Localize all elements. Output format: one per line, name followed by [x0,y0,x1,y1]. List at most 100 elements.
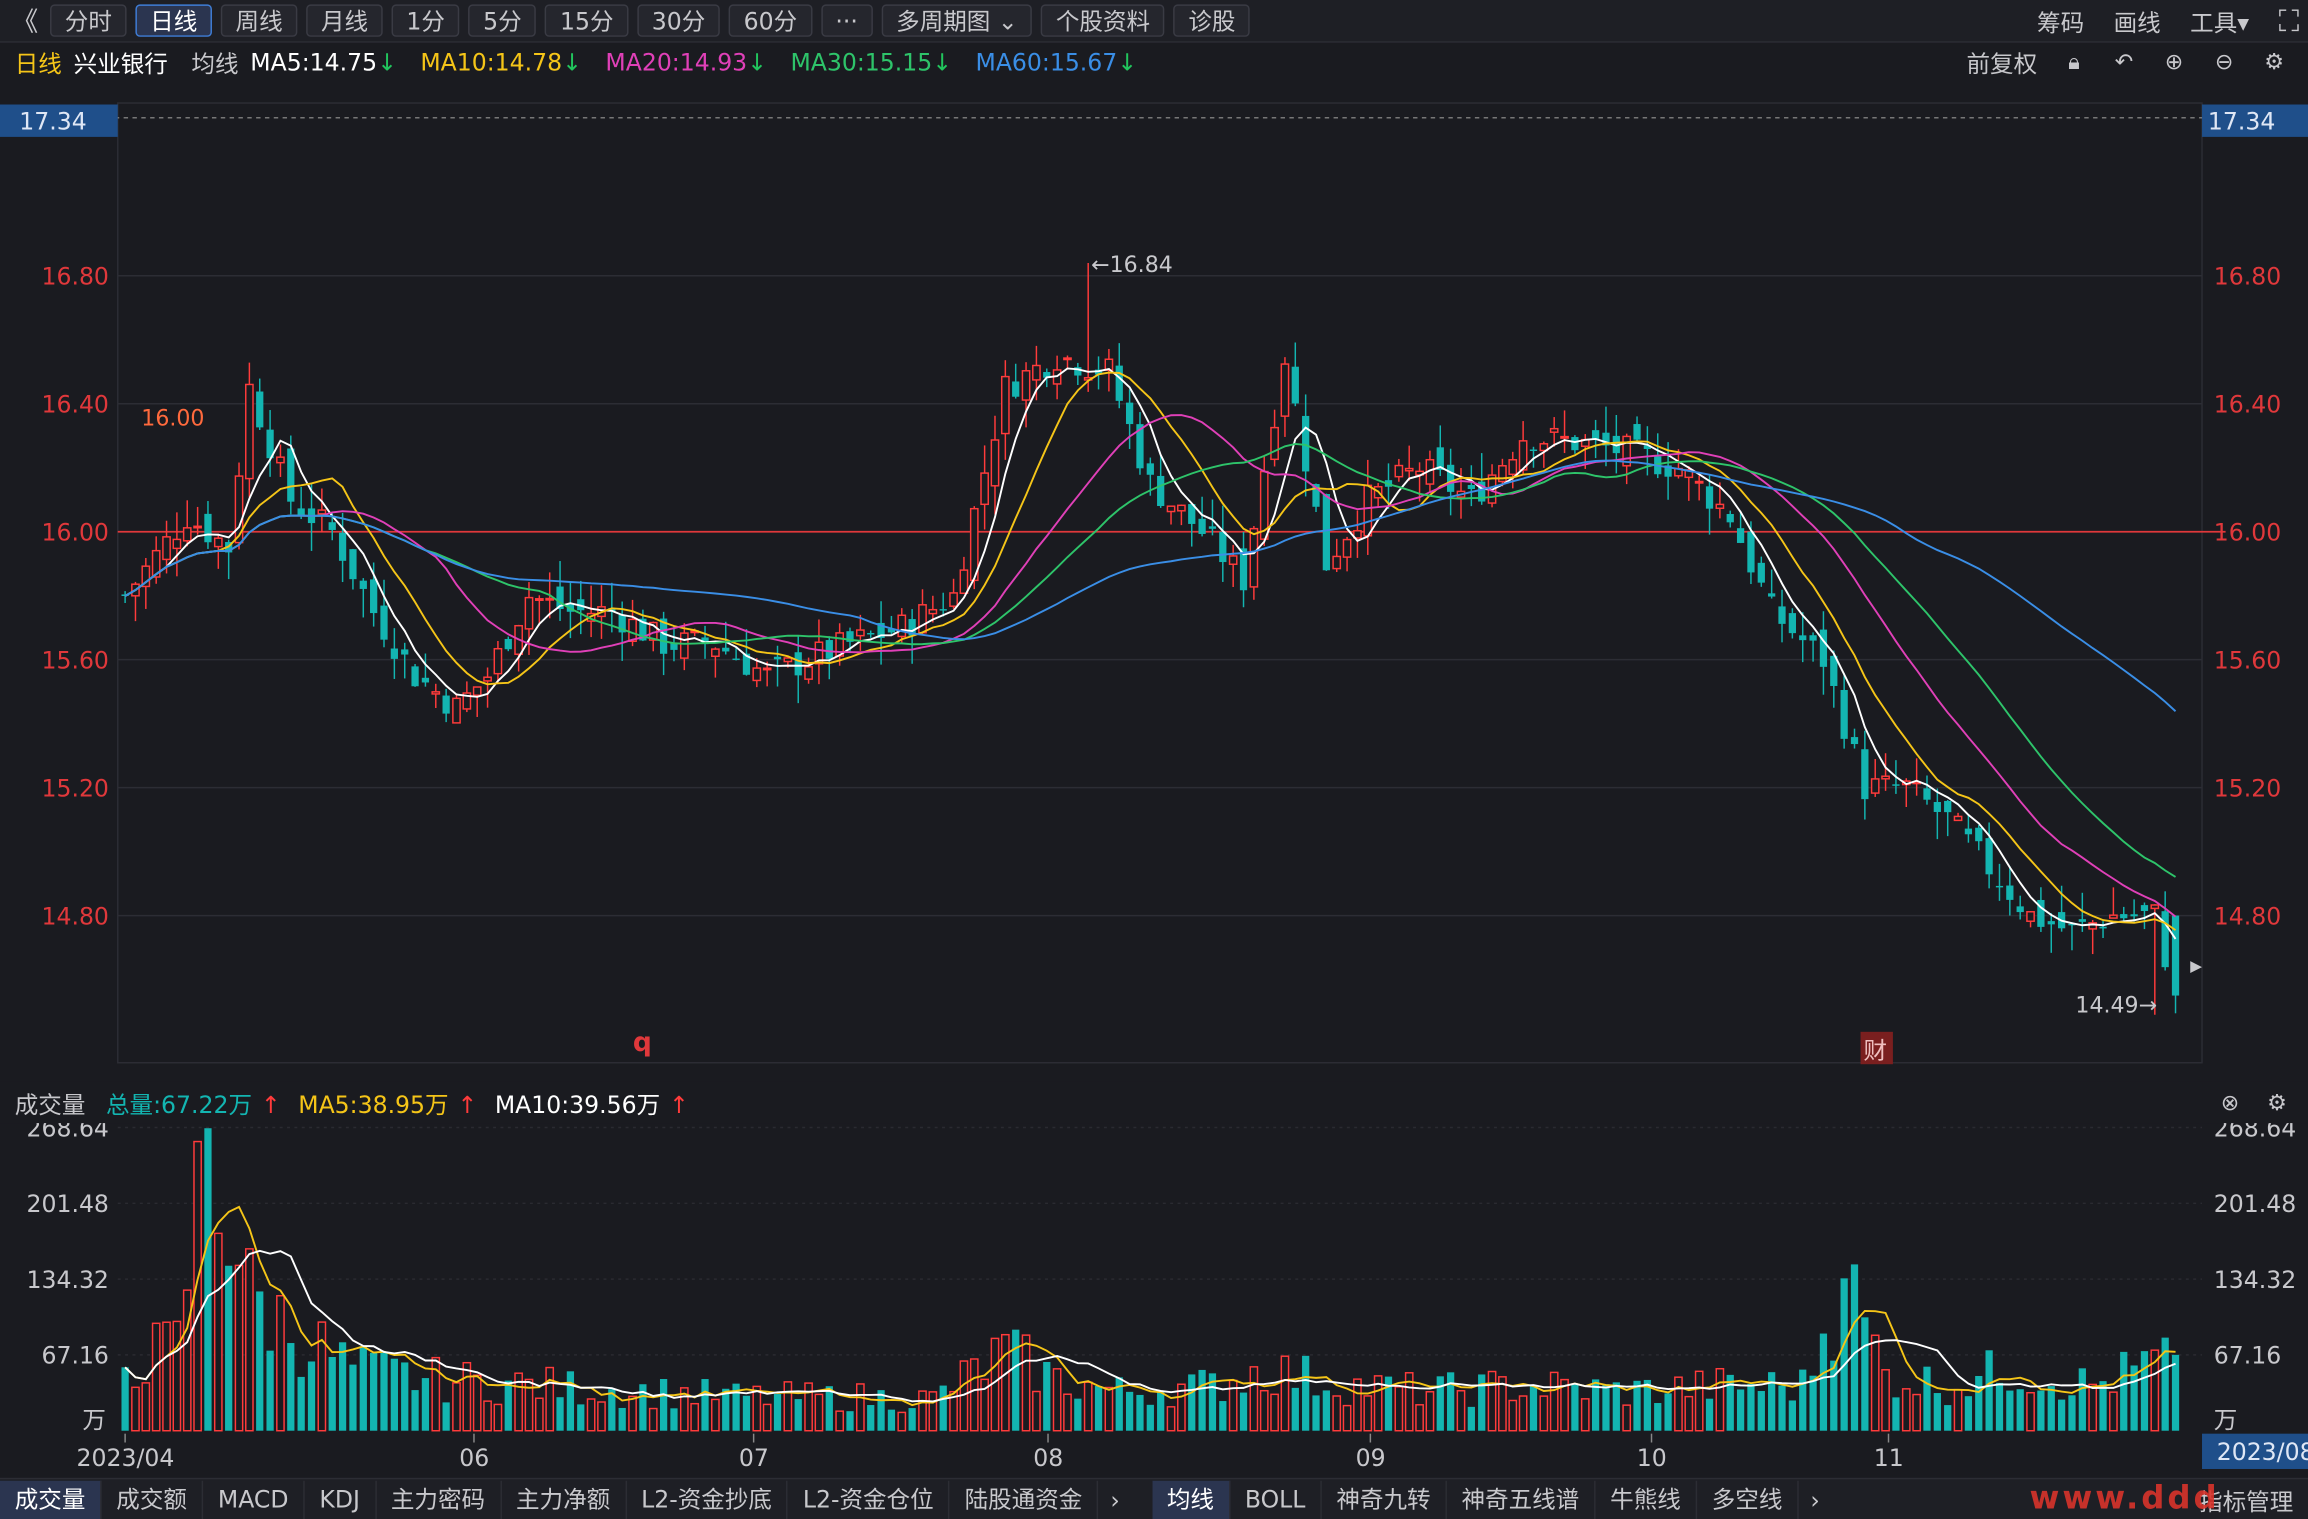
candle-body-up [1373,486,1383,499]
volume-bar-down [2006,1390,2014,1431]
volume-bar-up [317,1321,327,1432]
period-button-11[interactable]: 个股资料 [1041,4,1165,37]
volume-bar-down [732,1383,740,1431]
volume-bar-down [1208,1373,1217,1431]
indicator-manage-button[interactable]: 指标管理 [2199,1488,2294,1517]
overlay-tab-1[interactable]: BOLL [1230,1480,1322,1519]
volume-bar-up [514,1372,523,1432]
close-icon[interactable]: ⊗ [2220,1089,2240,1116]
ma-label[interactable]: 均线 [191,50,239,79]
candle-body-down [1643,445,1652,449]
ma-legend-item-4: MA60:15.67↓ [975,47,1138,76]
candle-body-down [2068,923,2076,926]
top-toolbar: 《 分时 日线 周线 月线 1分 5分 15分 30分 60分 ··· 多周期图 ⌄ 个股资料 诊股 筹… [0,0,2308,43]
overlay-tab-4[interactable]: 牛熊线 [1595,1480,1698,1519]
indicator-tab-2[interactable]: MACD [203,1480,305,1519]
undo-icon[interactable]: ↶ [2114,48,2134,76]
x-axis-label: 10 [1637,1444,1667,1472]
volume-bar-down [1115,1377,1123,1431]
gear-icon[interactable]: ⚙ [2267,1089,2287,1116]
chevron-right-icon[interactable]: › [1110,1485,1120,1514]
toolbar-right: 筹码 画线 工具▾ ⛶ [2037,0,2299,41]
candle-body-up [141,565,151,588]
gear-icon[interactable]: ⚙ [2264,48,2285,76]
candle-body-up [1052,369,1062,385]
overlay-tab-2[interactable]: 神奇九转 [1322,1480,1447,1519]
period-button-10[interactable]: 多周期图 ⌄ [881,4,1033,37]
candle-body-down [732,658,740,661]
volume-bar-down [1198,1369,1206,1431]
candle-body-up [234,475,244,544]
axis-labels: 16.80 16.80 16.40 16.40 16.00 16.00 15.60 15.60… [0,104,2308,1472]
price-tick-label: 16.00 [42,519,109,547]
candle-body-up [431,691,441,695]
candle-body-up [534,598,544,601]
volume-bar-up [1021,1334,1031,1432]
price-tick-label: 15.20 [42,774,109,802]
fullscreen-icon[interactable]: ⛶ [2278,2,2300,39]
overlay-tab-0[interactable]: 均线 [1152,1480,1231,1519]
period-button-12[interactable]: 诊股 [1173,4,1251,37]
candle-body-down [887,628,896,633]
tools-button[interactable]: 工具▾ [2190,8,2250,37]
plus-icon[interactable]: ⊕ [2164,48,2184,76]
period-button-2[interactable]: 周线 [220,4,298,37]
period-button-0[interactable]: 分时 [50,4,127,37]
volume-bars [121,1128,2180,1432]
lock-icon[interactable]: 🔒︎ [2068,48,2080,76]
chip-button[interactable]: 筹码 [2037,8,2085,37]
volume-bar-down [1467,1406,1475,1431]
candle-body-down [1985,838,1993,875]
indicator-tab-6[interactable]: L2-资金抄底 [626,1480,789,1519]
indicator-tab-0[interactable]: 成交量 [0,1480,102,1519]
volume-bar-down [1975,1375,1983,1431]
indicator-tabs-left: 成交量 成交额 MACD KDJ 主力密码 主力净额 L2-资金抄底 L2-资金仓位 陆股通资金 [0,1480,1099,1519]
volume-bar-down [1291,1387,1299,1431]
overlay-tab-3[interactable]: 神奇五线谱 [1447,1480,1596,1519]
indicator-tab-8[interactable]: 陆股通资金 [950,1480,1099,1519]
candle-body-down [794,652,802,676]
volume-ma5-line [124,1205,2176,1407]
volume-bar-up [1715,1367,1725,1432]
candle-body-down [1239,548,1248,591]
period-button-7[interactable]: 30分 [637,4,721,37]
period-button-8[interactable]: 60分 [728,4,812,37]
candle-body-down [1892,784,1900,786]
period-button-9[interactable]: ··· [820,4,873,37]
volume-bar-down [256,1291,264,1431]
candle-body-down [2140,905,2149,911]
indicator-tab-7[interactable]: L2-资金仓位 [788,1480,950,1519]
chevron-right-icon[interactable]: › [1810,1485,1820,1514]
minus-icon[interactable]: ⊖ [2214,48,2234,76]
candle-body-up [545,597,555,601]
candle-body-up [1259,470,1269,540]
indicator-tab-5[interactable]: 主力净额 [501,1480,627,1519]
x-axis-label: 07 [739,1444,769,1472]
overlay-tab-5[interactable]: 多空线 [1697,1480,1799,1519]
volume-ma10: MA10:39.56万 ↑ [495,1085,698,1120]
indicator-tab-1[interactable]: 成交额 [102,1480,204,1519]
period-button-6[interactable]: 15分 [545,4,629,37]
candle-body-down [1933,802,1941,812]
cai-marker: 财 [1863,1036,1887,1064]
candle-body-down [2120,914,2128,919]
volume-bar-down [2161,1337,2169,1431]
period-button-4[interactable]: 1分 [391,4,460,37]
period-button-5[interactable]: 5分 [468,4,537,37]
volume-legend: 成交量 总量:67.22万 ↑ MA5:38.95万 ↑ MA10:39.56万 ↑ … [0,1081,2308,1124]
candle-body-down [1995,885,2004,888]
indicator-tab-4[interactable]: 主力密码 [376,1480,502,1519]
candle-body-up [814,641,824,665]
draw-button[interactable]: 画线 [2113,8,2161,37]
back-button[interactable]: 《 [11,7,39,39]
fuquan-selector[interactable]: 前复权 [1966,50,2038,79]
x-axis-label: 06 [459,1444,489,1472]
period-button-3[interactable]: 月线 [306,4,383,37]
period-button-1[interactable]: 日线 [135,4,213,37]
indicator-tabs: 成交量 成交额 MACD KDJ 主力密码 主力净额 L2-资金抄底 L2-资金仓位 陆股通资金… [0,1477,2308,1519]
candle-body-up [514,624,523,655]
candle-body-up [1622,435,1632,467]
indicator-tab-3[interactable]: KDJ [305,1480,377,1519]
